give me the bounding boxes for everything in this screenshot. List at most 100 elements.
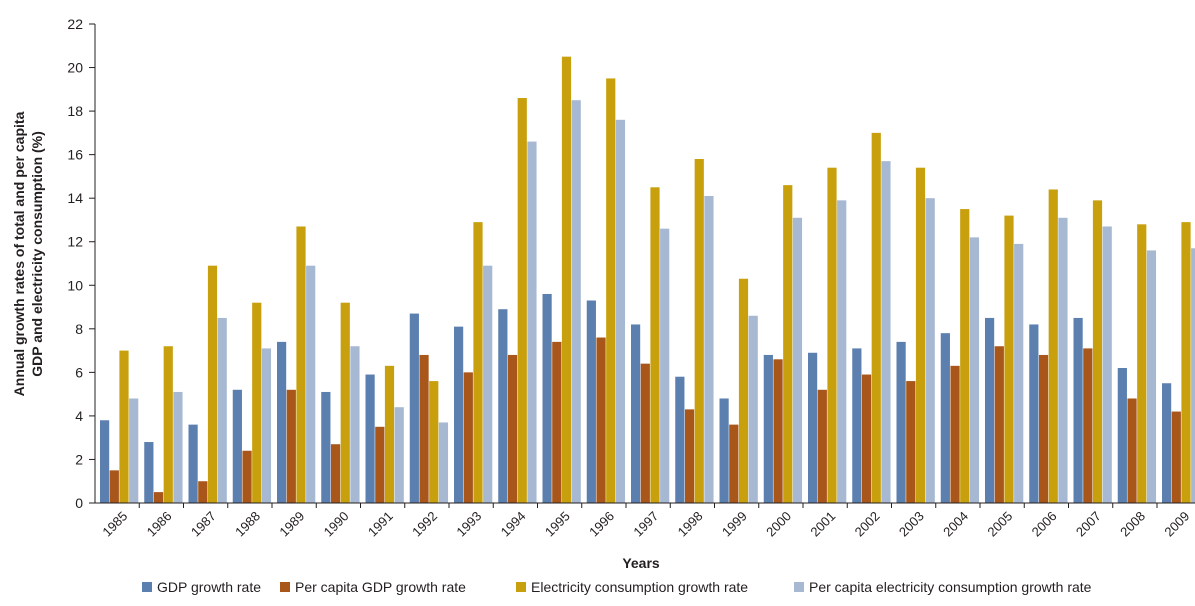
bar-2003-series-3	[915, 167, 926, 503]
bar-1999-series-2	[729, 424, 739, 503]
legend-label-1: GDP growth rate	[157, 579, 261, 595]
x-tick-label: 1991	[365, 508, 396, 539]
bar-1988-series-3	[252, 302, 262, 503]
legend-label-2: Per capita GDP growth rate	[295, 579, 466, 595]
bar-1998-series-2	[684, 409, 695, 503]
x-tick-label: 1994	[498, 508, 529, 539]
y-tick-label: 14	[67, 190, 83, 206]
bar-1995-series-2	[552, 341, 562, 503]
bar-1998-series-1	[675, 376, 685, 503]
x-tick-label: 1989	[276, 508, 307, 539]
x-tick-label: 1990	[321, 508, 352, 539]
bar-1986-series-2	[153, 492, 164, 503]
bar-2009-series-2	[1171, 411, 1181, 503]
y-tick-label: 2	[75, 451, 83, 467]
bar-1997-series-3	[650, 187, 660, 503]
bar-2008-series-3	[1137, 224, 1147, 504]
bar-1999-series-4	[748, 315, 758, 503]
bar-1987-series-3	[207, 265, 218, 503]
bar-1989-series-3	[296, 226, 306, 503]
bar-2003-series-1	[896, 341, 906, 503]
legend-label-4: Per capita electricity consumption growt…	[809, 579, 1092, 595]
legend-swatch-3	[516, 582, 526, 592]
bar-1986-series-3	[163, 346, 173, 503]
bar-2008-series-1	[1117, 368, 1127, 503]
bar-2009-series-3	[1181, 222, 1191, 503]
bar-2008-series-2	[1127, 398, 1137, 503]
bar-1988-series-1	[232, 389, 242, 503]
bar-2000-series-3	[783, 185, 793, 504]
bar-1988-series-4	[261, 348, 272, 503]
bar-1991-series-1	[365, 374, 375, 503]
bar-2007-series-2	[1083, 348, 1093, 503]
x-tick-label: 1997	[630, 508, 661, 539]
bar-1994-series-3	[517, 98, 527, 503]
y-tick-label: 10	[67, 277, 83, 293]
bar-1989-series-2	[286, 389, 296, 503]
bar-1987-series-2	[198, 481, 208, 503]
bar-1993-series-2	[463, 372, 473, 503]
bar-1997-series-2	[640, 363, 650, 503]
bar-2007-series-3	[1092, 200, 1103, 504]
bar-1986-series-4	[173, 391, 183, 503]
bar-1985-series-3	[119, 350, 129, 503]
bar-2006-series-1	[1029, 324, 1039, 503]
bar-1994-series-1	[498, 309, 508, 503]
y-tick-label: 20	[67, 60, 83, 76]
bar-1993-series-4	[483, 265, 493, 503]
bar-1988-series-2	[242, 450, 252, 503]
bar-2005-series-2	[994, 346, 1004, 503]
x-tick-label: 1986	[144, 508, 175, 539]
bar-1986-series-1	[144, 442, 154, 503]
bar-1990-series-1	[321, 391, 331, 503]
x-tick-label: 1988	[232, 508, 263, 539]
bar-1996-series-1	[586, 300, 596, 503]
bar-2004-series-1	[940, 333, 950, 503]
x-tick-label: 1998	[675, 508, 706, 539]
bar-2002-series-4	[881, 161, 891, 503]
bar-1998-series-4	[704, 196, 714, 503]
x-tick-label: 2000	[763, 508, 794, 539]
y-axis-title: Annual growth rates of total and per cap…	[11, 111, 45, 396]
bar-1991-series-2	[375, 426, 385, 503]
y-tick-label: 18	[67, 103, 83, 119]
x-axis: 1985 1986 1987 1988 1989 1990 1991 1992 1993 1994…	[99, 508, 1192, 539]
bar-2006-series-3	[1048, 189, 1058, 504]
bar-1997-series-1	[631, 324, 641, 503]
bar-2004-series-4	[969, 237, 980, 503]
y-axis-title-line-2: GDP and electricity consumption (%)	[29, 131, 45, 377]
bar-2005-series-3	[1004, 215, 1014, 503]
bar-1996-series-4	[615, 119, 626, 504]
y-axis: 0 2 4 6 8 10 12 14 16 18 20 22	[67, 16, 95, 511]
bar-2009-series-1	[1162, 383, 1172, 503]
x-tick-label: 1993	[453, 508, 484, 539]
x-tick-label: 1985	[99, 508, 130, 539]
bar-2002-series-2	[861, 374, 872, 503]
bar-2004-series-3	[960, 209, 970, 503]
bar-1994-series-2	[507, 354, 518, 503]
bar-1997-series-4	[660, 228, 670, 503]
bar-1987-series-4	[217, 317, 227, 503]
x-tick-label: 2009	[1161, 508, 1192, 539]
bar-1996-series-2	[596, 337, 606, 503]
y-tick-label: 8	[75, 321, 83, 337]
bar-2001-series-1	[808, 352, 818, 503]
y-tick-label: 12	[67, 234, 83, 250]
bar-1989-series-4	[306, 265, 316, 503]
bar-2006-series-4	[1058, 217, 1068, 503]
bar-2001-series-4	[837, 200, 847, 504]
bar-1990-series-3	[340, 302, 350, 503]
bar-2006-series-2	[1038, 354, 1049, 503]
bar-1995-series-4	[571, 100, 581, 504]
bar-1995-series-3	[561, 56, 572, 504]
bar-1989-series-1	[277, 341, 287, 503]
bar-2004-series-2	[950, 365, 960, 503]
y-tick-label: 0	[75, 495, 83, 511]
bar-1999-series-3	[738, 278, 749, 503]
bars-group	[100, 56, 1195, 504]
bar-1994-series-4	[527, 141, 537, 503]
bar-2005-series-4	[1014, 243, 1024, 503]
bar-2002-series-3	[871, 132, 881, 503]
bar-1985-series-1	[100, 420, 110, 503]
